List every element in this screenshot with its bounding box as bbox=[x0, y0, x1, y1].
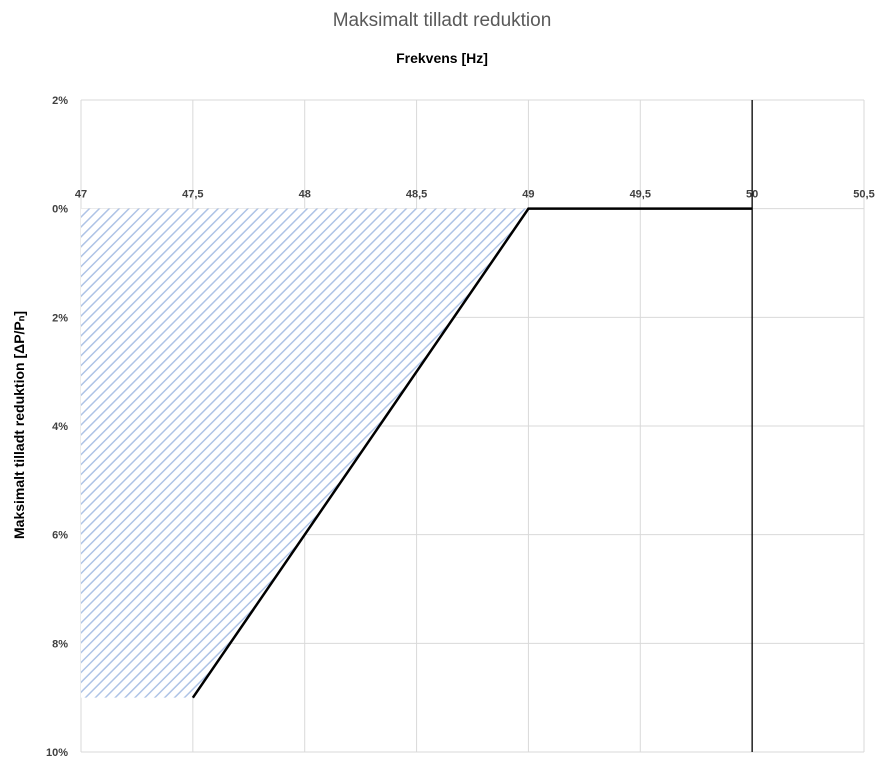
x-tick-label: 47 bbox=[75, 189, 87, 201]
tick-labels: 47 47,5 48 48,5 49 49,5 50 50,5 2% 0% 2% 4% 6% 8% 10% bbox=[46, 95, 875, 758]
hatched-area-layer bbox=[81, 208, 529, 698]
hatched-area bbox=[81, 208, 529, 698]
y-axis-title: Maksimalt tilladt reduktion [ΔP/Pₙ] bbox=[11, 311, 27, 539]
x-tick-label: 49 bbox=[522, 189, 534, 201]
y-tick-label: 0% bbox=[52, 204, 68, 216]
y-tick-label: 4% bbox=[52, 421, 68, 433]
y-tick-label: 2% bbox=[52, 312, 68, 324]
x-tick-label: 48,5 bbox=[406, 189, 427, 201]
x-tick-label: 50,5 bbox=[853, 189, 874, 201]
x-tick-label: 48 bbox=[299, 189, 311, 201]
x-tick-label: 50 bbox=[746, 189, 758, 201]
x-tick-label: 47,5 bbox=[182, 189, 203, 201]
y-tick-label: 2% bbox=[52, 95, 68, 107]
y-tick-label: 6% bbox=[52, 530, 68, 542]
y-tick-label: 8% bbox=[52, 638, 68, 650]
series-line-layer bbox=[191, 100, 753, 752]
series-line bbox=[191, 207, 753, 699]
chart-title: Maksimalt tilladt reduktion bbox=[333, 10, 552, 31]
x-axis-title: Frekvens [Hz] bbox=[396, 50, 488, 66]
x-tick-label: 49,5 bbox=[630, 189, 651, 201]
y-tick-label: 10% bbox=[46, 747, 68, 758]
